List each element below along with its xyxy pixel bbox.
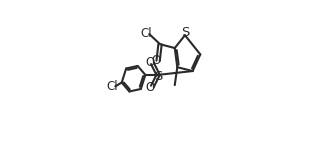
Text: S: S (155, 70, 163, 83)
Text: O: O (145, 56, 154, 69)
Text: O: O (145, 81, 154, 93)
Text: O: O (151, 54, 160, 67)
Text: S: S (182, 26, 190, 40)
Text: Cl: Cl (107, 80, 118, 93)
Text: Cl: Cl (141, 27, 152, 40)
